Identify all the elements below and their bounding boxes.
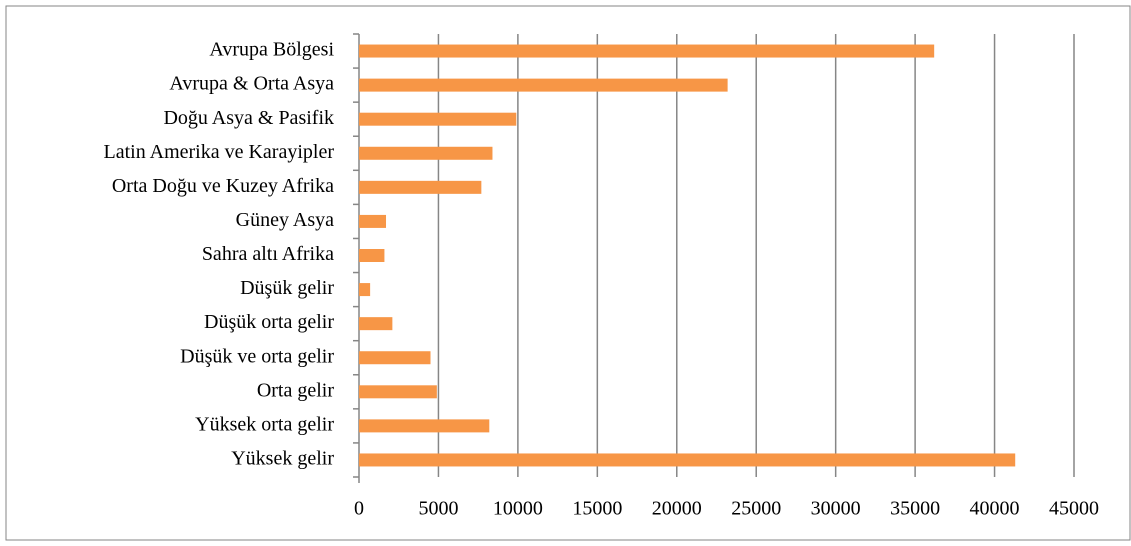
x-tick-label: 45000 — [1049, 498, 1099, 520]
y-tick-label: Avrupa Bölgesi — [209, 39, 334, 61]
y-tick-label: Orta gelir — [257, 379, 335, 401]
y-tick-label: Güney Asya — [236, 209, 334, 231]
bar — [359, 249, 385, 262]
y-tick-label: Sahra altı Afrika — [202, 243, 334, 265]
bar — [359, 317, 393, 331]
bar — [359, 44, 935, 58]
bar — [359, 385, 437, 399]
bar — [359, 351, 431, 365]
bar — [359, 180, 482, 194]
y-tick-label: Düşük orta gelir — [204, 311, 334, 333]
y-tick-label: Orta Doğu ve Kuzey Afrika — [112, 175, 334, 197]
bar — [359, 453, 1016, 467]
chart-border — [5, 5, 1131, 541]
bar — [359, 112, 517, 126]
x-tick-label: 20000 — [652, 498, 702, 520]
y-tick-label: Latin Amerika ve Karayipler — [104, 141, 335, 163]
y-tick-label: Yüksek gelir — [231, 448, 334, 470]
y-tick-label: Doğu Asya & Pasifik — [163, 107, 334, 129]
bar — [359, 146, 493, 160]
y-tick-label: Yüksek orta gelir — [195, 413, 334, 435]
x-tick-label: 5000 — [418, 498, 458, 520]
x-tick-label: 10000 — [493, 498, 543, 520]
y-tick-label: Düşük gelir — [240, 277, 334, 299]
x-tick-label: 15000 — [572, 498, 622, 520]
bar — [359, 283, 371, 297]
bar — [359, 214, 387, 228]
bar — [359, 419, 490, 433]
bar — [359, 78, 728, 92]
x-tick-label: 0 — [354, 498, 364, 520]
y-tick-label: Düşük ve orta gelir — [180, 345, 334, 367]
x-tick-label: 30000 — [811, 498, 861, 520]
x-tick-label: 40000 — [970, 498, 1020, 520]
y-tick-label: Avrupa & Orta Asya — [169, 73, 334, 95]
x-tick-label: 35000 — [890, 498, 940, 520]
x-tick-label: 25000 — [731, 498, 781, 520]
